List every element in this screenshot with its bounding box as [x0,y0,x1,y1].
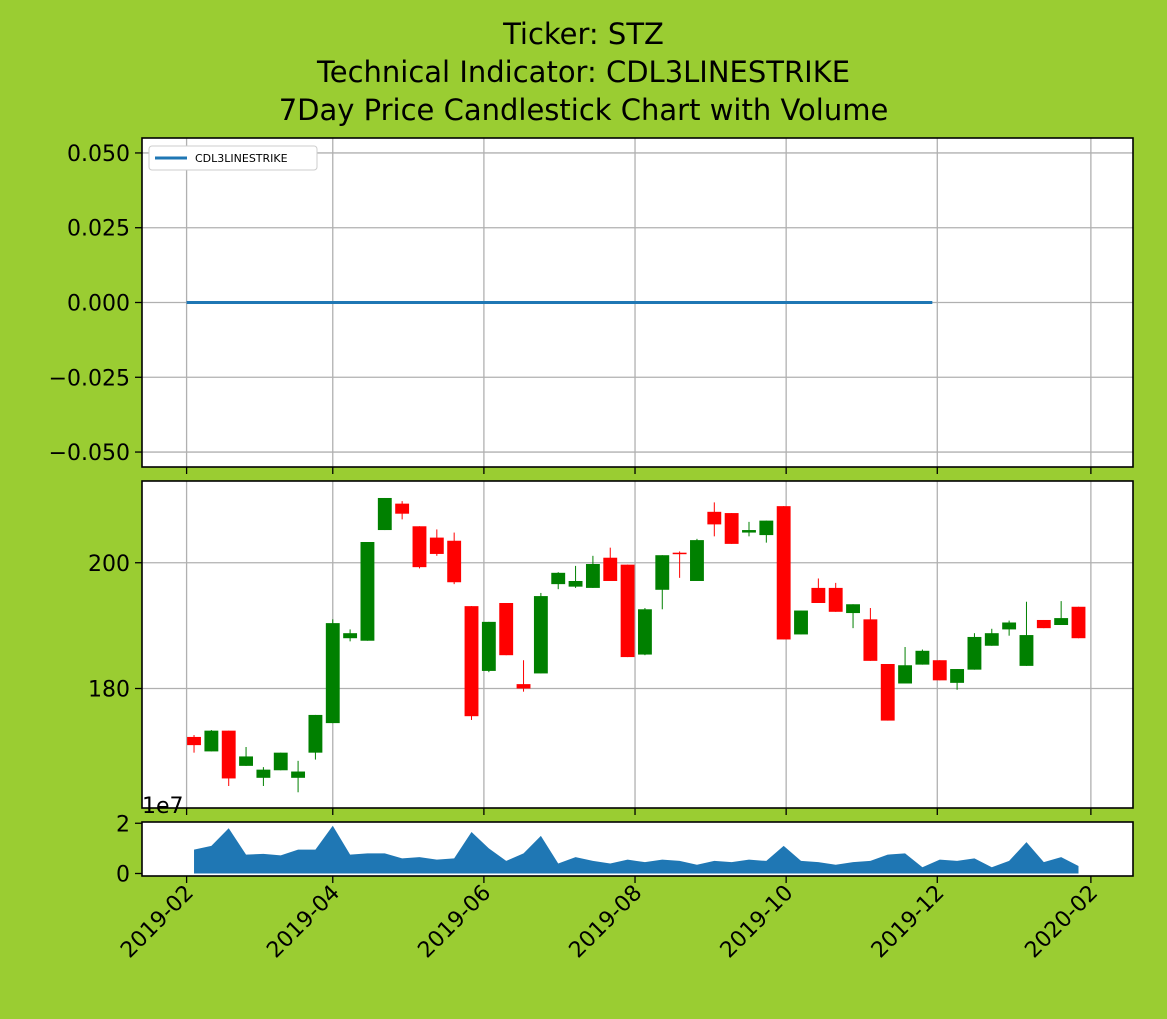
candle-body [846,604,860,614]
x-tick-label: 2019-12 [867,881,950,964]
x-tick-label: 2019-06 [413,881,496,964]
price-ytick-label: 200 [88,552,130,577]
candle-body [481,621,496,671]
candle-body [603,557,618,581]
candle-body [672,552,687,555]
candle-body [811,587,826,603]
candle-body [447,540,462,583]
price-panel: 200 180 [88,480,1134,815]
x-tick-label: 2019-10 [716,881,799,964]
candle-body [828,587,843,612]
candle-body [291,771,306,778]
ind-ytick-label: −0.050 [49,441,130,466]
candle-body [585,564,600,588]
candle-body [637,609,652,655]
candle-body [776,506,791,640]
volume-scale-label: 1e7 [142,794,184,819]
candle-body [568,580,583,587]
candle-body [533,596,548,674]
candle-body [984,633,999,646]
candle-body [707,511,722,525]
candle-body [239,756,253,766]
candle-body [325,623,340,724]
x-tick-label: 2020-02 [1020,881,1103,964]
candle-body [967,636,982,670]
candle-body [429,537,444,554]
price-ytick-label: 180 [88,678,130,703]
candle-body [794,610,808,635]
volume-panel: 2 0 1e7 [116,794,1134,887]
candle-body [759,520,774,536]
candle-body [221,730,236,779]
vol-ytick-label: 2 [116,812,130,837]
candle-body [1071,606,1086,639]
x-tick-label: 2019-08 [565,881,648,964]
legend-box [148,145,318,171]
candle-body [863,619,878,661]
chart-title-line-1: Ticker: STZ [503,17,664,51]
indicator-panel: 0.050 0.025 0.000 −0.025 −0.050 CDL3LINESTRIK… [49,137,1134,474]
candle-body [499,602,514,656]
price-frame [141,480,1134,809]
chart-title-line-2: Technical Indicator: CDL3LINESTRIKE [316,55,851,89]
candle-body [742,530,756,533]
candle-body [464,606,479,717]
chart-title-line-3: 7Day Price Candlestick Chart with Volume [278,93,889,127]
candle-body [204,730,219,752]
candle-body [187,736,201,746]
candle-body [620,564,635,658]
candle-body [898,665,913,684]
ind-ytick-label: 0.000 [67,292,130,317]
candle-body [273,752,288,771]
candle-body [950,669,965,683]
candle-body [551,572,566,585]
candle-body [1054,618,1069,626]
candle-body [655,555,670,590]
x-tick-label: 2019-02 [116,881,199,964]
candle-body [690,540,704,581]
candle-body [915,650,930,665]
x-axis: 2019-02 2019-04 2019-06 2019-08 2019-10 2019-… [116,881,1103,964]
candle-body [1036,619,1051,629]
volume-area [194,825,1079,874]
ind-frame [141,137,1134,468]
x-tick-label: 2019-04 [262,881,345,964]
candle-body [1002,622,1017,630]
candle-body [343,633,358,639]
candle-body [377,497,392,531]
ind-ytick-label: 0.025 [67,217,130,242]
price-plot-area [142,481,1133,808]
candle-body [308,714,323,753]
candle-body [256,769,271,778]
candle-body [1019,635,1034,666]
vol-frame [141,821,1134,877]
legend-label: CDL3LINESTRIKE [195,152,288,165]
ind-ytick-label: −0.025 [49,366,130,391]
candle-body [932,660,947,681]
candle-body [880,663,895,721]
candle-body [412,526,427,568]
candle-body [395,503,410,514]
candle-body [360,541,375,641]
ind-ytick-label: 0.050 [67,142,130,167]
vol-ytick-label: 0 [116,862,130,887]
candle-body [724,513,739,544]
candle-body [516,684,531,689]
